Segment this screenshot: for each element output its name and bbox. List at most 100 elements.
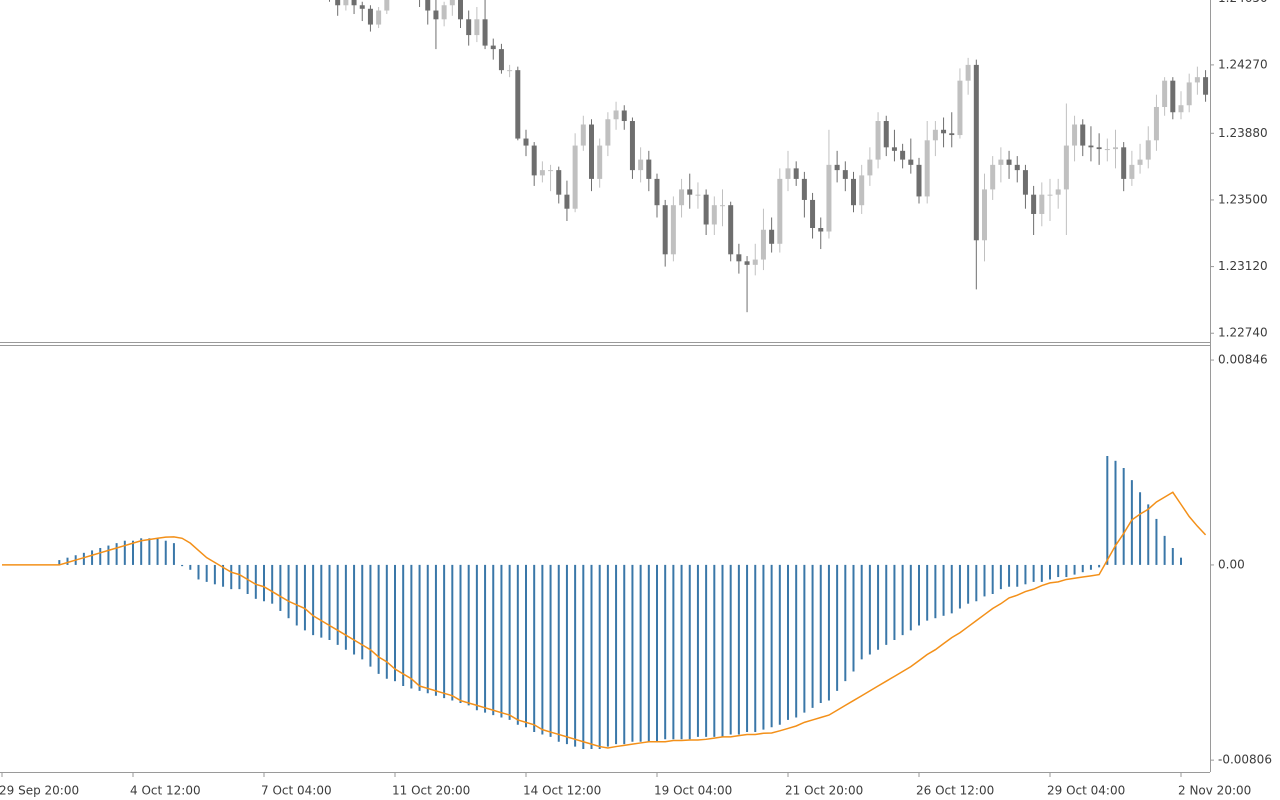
candle-body [646,159,652,179]
candle-body [343,0,349,6]
candle-body [613,110,619,120]
candle-body [1104,149,1110,151]
candle-body [638,159,644,171]
candle-body [466,19,472,36]
candle-body [1145,140,1151,160]
candle-body [1121,147,1127,179]
candle-body [859,175,865,206]
candle-body [1014,164,1020,171]
candle-body [949,133,955,136]
candle-body [556,170,562,195]
x-tick-label: 4 Oct 12:00 [130,784,201,798]
candle-body [687,189,693,195]
candle-body [621,110,627,122]
candle-body [957,80,963,136]
candle-body [760,229,766,260]
candle-body [1022,170,1028,195]
y-tick-label: 1.23500 [1218,192,1268,206]
candle-body [752,259,758,265]
candle-body [711,205,717,225]
candle-body [474,19,480,36]
candle-body [834,164,840,171]
candle-body [1055,189,1061,195]
x-tick-label: 26 Oct 12:00 [916,784,994,798]
candle-body [359,5,365,9]
candle-body [695,194,701,196]
x-tick-label: 29 Oct 04:00 [1047,784,1125,798]
candle-body [982,189,987,241]
candle-body [548,170,554,172]
candle-body [441,5,447,20]
candle-body [1080,124,1086,146]
candle-body [810,199,816,228]
candle-body [941,129,947,134]
candle-body [523,138,529,146]
candle-body [851,178,856,206]
y-tick-label: 0.00846 [1218,353,1268,367]
candle-body [916,164,922,197]
y-tick-label: 1.24650 [1218,0,1268,5]
x-tick-label: 2 Nov 20:00 [1178,784,1251,798]
candle-body [425,0,431,11]
x-tick-label: 14 Oct 12:00 [523,784,601,798]
candle-body [908,159,914,165]
candle-body [793,168,799,179]
candle-body [1113,147,1118,150]
candle-body [818,228,824,232]
candle-body [965,64,971,81]
y-tick-label: -0.00806 [1218,753,1272,767]
candle-body [482,19,488,46]
candle-body [662,205,668,255]
x-tick-label: 19 Oct 04:00 [654,784,732,798]
y-tick-label: 1.22740 [1218,326,1268,340]
candle-body [433,10,439,20]
candle-body [507,70,513,72]
candle-body [1063,145,1069,190]
candle-body [1162,80,1168,107]
candle-body [785,168,791,179]
candle-body [564,194,570,209]
candle-body [720,205,725,207]
y-tick-label: 1.23880 [1218,126,1268,140]
candle-body [769,229,775,244]
candle-body [1203,77,1209,95]
y-tick-label: 0.00 [1218,557,1245,571]
candle-body [605,119,611,146]
y-tick-label: 1.24270 [1218,57,1268,71]
candle-body [572,145,578,209]
candle-body [875,121,881,160]
candle-body [458,0,463,20]
candle-body [629,121,635,171]
candle-body [367,8,373,25]
candle-body [842,170,848,179]
candle-body [498,49,504,71]
candle-body [932,129,938,141]
candle-body [1170,80,1176,113]
candle-body [744,261,750,265]
candle-body [1006,159,1012,165]
candle-body [1153,106,1159,141]
candle-body [449,0,455,6]
candle-body [1194,77,1200,83]
candle-body [515,70,521,139]
candle-body [1039,194,1045,214]
candle-body [670,205,676,255]
candle-body [826,164,832,232]
candle-body [777,178,783,244]
x-tick-label: 7 Oct 04:00 [261,784,332,798]
candle-body [1031,194,1037,214]
x-tick-label: 21 Oct 20:00 [785,784,863,798]
candle-body [728,205,734,255]
candle-body [580,124,586,146]
candle-body [867,159,873,176]
candle-body [679,189,685,206]
candle-body [597,145,603,179]
candle-body [539,170,545,176]
candle-body [384,0,390,11]
candle-body [801,178,807,200]
candle-body [703,194,709,225]
y-tick-label: 1.23120 [1218,259,1268,273]
candle-body [900,150,906,160]
candle-body [335,0,341,6]
